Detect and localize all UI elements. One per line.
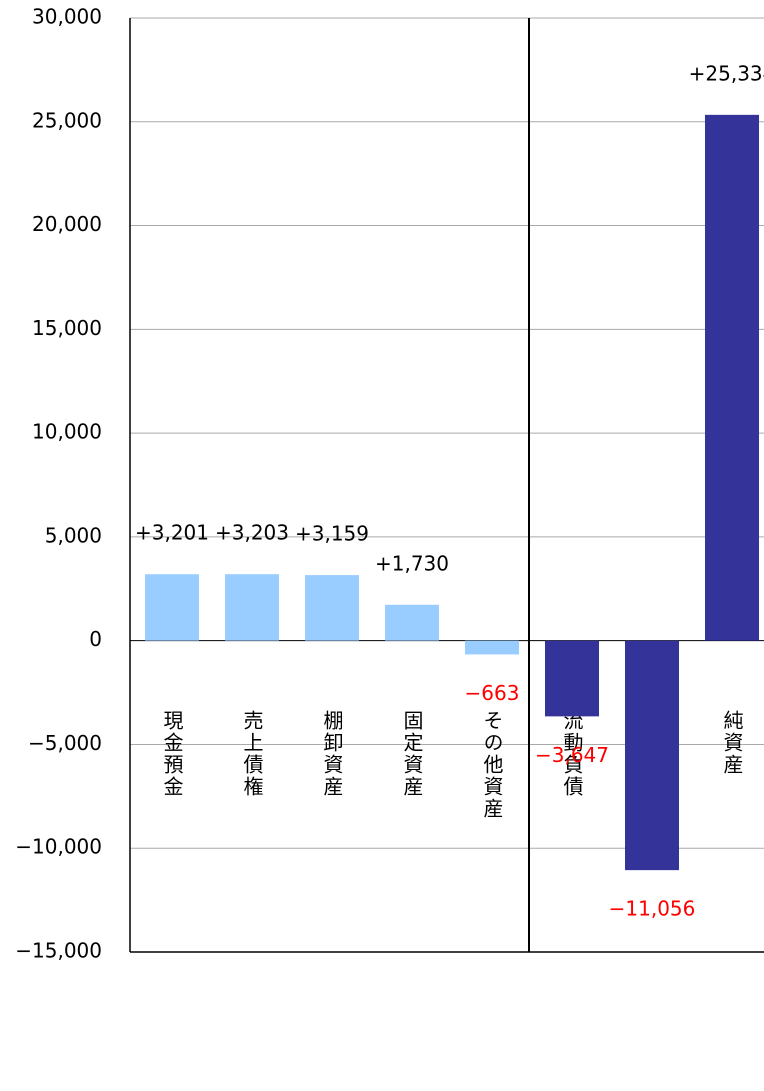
value-label: +3,159 [295, 522, 369, 546]
y-tick-label: 30,000 [32, 5, 102, 29]
y-tick-label: −5,000 [28, 731, 102, 755]
y-tick-label: 0 [89, 627, 102, 651]
value-label: +3,201 [135, 521, 209, 545]
bar [385, 604, 439, 641]
value-label: −3,647 [535, 743, 609, 767]
bar [145, 574, 199, 641]
x-tick-label: 売上債権 [240, 710, 264, 798]
bar [545, 640, 599, 717]
x-tick-label: 純資産 [720, 710, 744, 776]
y-tick-label: −10,000 [15, 835, 102, 859]
y-tick-label: −15,000 [15, 939, 102, 963]
bar [225, 574, 279, 641]
x-tick-label: 現金預金 [160, 710, 184, 798]
value-label: +3,203 [215, 521, 289, 545]
bar [305, 575, 359, 641]
x-tick-label: 棚卸資産 [320, 710, 344, 798]
y-tick-label: 25,000 [32, 108, 102, 132]
x-tick-label: 流動負債 [560, 710, 584, 798]
bar [465, 640, 519, 655]
bar [625, 640, 679, 871]
bar [705, 114, 759, 641]
value-label: +1,730 [375, 551, 449, 575]
y-tick-label: 5,000 [45, 523, 102, 547]
y-tick-label: 15,000 [32, 316, 102, 340]
y-tick-label: 20,000 [32, 212, 102, 236]
x-tick-label: 固定資産 [400, 710, 424, 798]
value-label: +25,334 [689, 61, 764, 85]
y-tick-label: 10,000 [32, 420, 102, 444]
value-label: −11,056 [609, 897, 696, 921]
value-label: −663 [465, 681, 520, 705]
x-tick-label: その他資産 [480, 710, 504, 820]
